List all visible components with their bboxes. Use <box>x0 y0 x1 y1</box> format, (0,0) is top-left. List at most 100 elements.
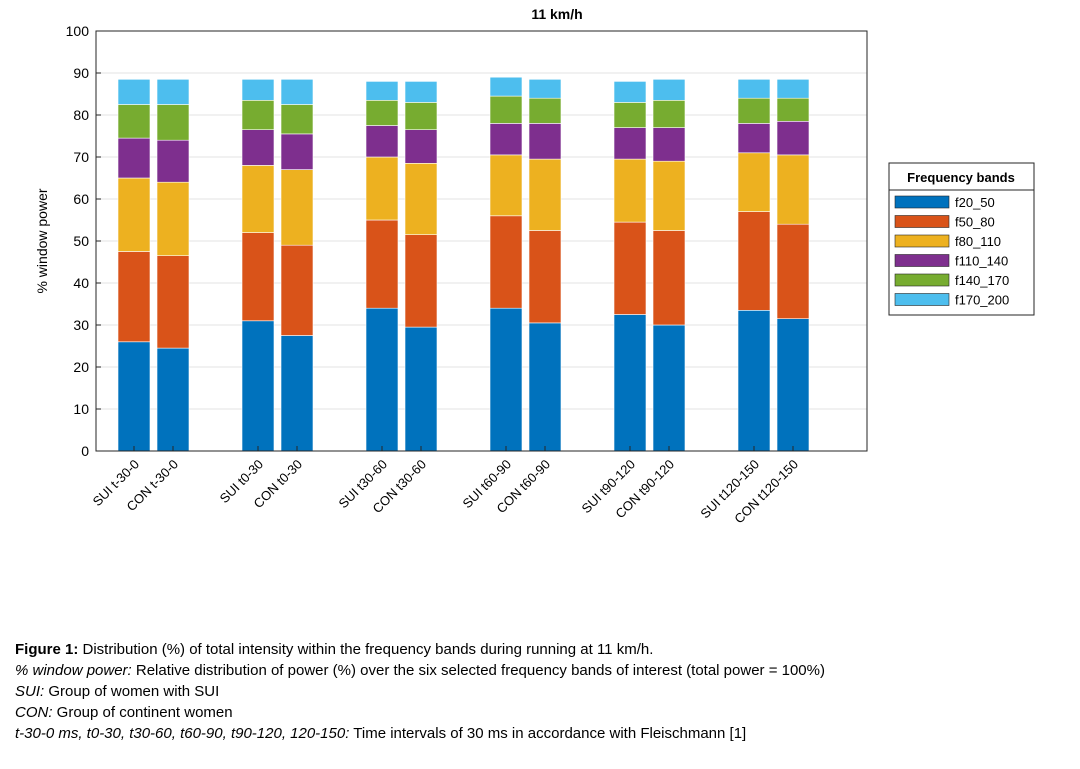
legend-label: f80_110 <box>955 234 1001 249</box>
intervals-text: Time intervals of 30 ms in accordance wi… <box>349 725 747 742</box>
bar-segment-f50-80 <box>489 215 523 309</box>
bar-segment-f110-140 <box>613 127 647 160</box>
caption-line-figure: Figure 1: Distribution (%) of total inte… <box>15 639 1075 660</box>
bar-segment-f110-140 <box>528 123 562 160</box>
y-tick-label: 60 <box>73 191 89 207</box>
legend-label: f170_200 <box>955 293 1009 308</box>
bar-segment-f50-80 <box>652 230 686 326</box>
bar-segment-f20-50 <box>652 324 686 452</box>
legend-label: f140_170 <box>955 273 1009 288</box>
caption-line-sui: SUI: Group of women with SUI <box>15 681 1075 702</box>
bar-segment-f20-50 <box>156 347 190 452</box>
bar-segment-f50-80 <box>365 219 399 309</box>
bar-segment-f170-200 <box>613 81 647 103</box>
figure-caption: Figure 1: Distribution (%) of total inte… <box>15 639 1075 744</box>
bar-segment-f110-140 <box>776 121 810 156</box>
bar-segment-f80-110 <box>613 158 647 223</box>
bar-segment-f20-50 <box>737 309 771 452</box>
bar-segment-f20-50 <box>365 307 399 452</box>
bar-segment-f110-140 <box>737 123 771 154</box>
legend-swatch <box>894 254 950 267</box>
caption-line-window-power: % window power: Relative distribution of… <box>15 660 1075 681</box>
legend-entries: f20_50 f50_80 f80_110 f110_140 f140_170 f170_… <box>894 195 1009 308</box>
legend-swatch <box>894 293 950 306</box>
legend: Frequency bands f20_50 f50_80 f80_110 f110_… <box>888 162 1035 316</box>
bar-segment-f170-200 <box>117 79 151 105</box>
bar-segment-f170-200 <box>528 79 562 99</box>
y-tick-label: 0 <box>81 443 89 459</box>
bar-segment-f140-170 <box>776 97 810 122</box>
y-axis-ticks: 0 10 20 30 40 50 60 70 80 90 100 <box>66 23 101 459</box>
legend-label: f50_80 <box>955 215 995 230</box>
sui-text: Group of women with SUI <box>44 683 220 700</box>
bar-segment-f80-110 <box>117 177 151 252</box>
bar-segment-f80-110 <box>404 163 438 236</box>
bar-segment-f170-200 <box>280 79 314 105</box>
bar-segment-f110-140 <box>489 123 523 156</box>
y-tick-label: 70 <box>73 149 89 165</box>
bar-segment-f20-50 <box>280 335 314 452</box>
bar-segment-f140-170 <box>528 97 562 124</box>
bar-segment-f50-80 <box>776 223 810 319</box>
y-axis-label: % window power <box>34 188 50 293</box>
bar-segment-f140-170 <box>613 102 647 128</box>
chart-title: 11 km/h <box>531 6 582 22</box>
bar-segment-f50-80 <box>241 232 275 322</box>
y-tick-label: 90 <box>73 65 89 81</box>
caption-line-con: CON: Group of continent women <box>15 702 1075 723</box>
bar-segment-f80-110 <box>365 156 399 221</box>
y-tick-label: 10 <box>73 401 89 417</box>
bar-segment-f170-200 <box>737 79 771 99</box>
bar-segment-f110-140 <box>404 129 438 164</box>
legend-swatch <box>894 273 950 287</box>
bar-segment-f50-80 <box>156 255 190 349</box>
sui-label: SUI: <box>15 683 45 700</box>
bar-segment-f140-170 <box>737 97 771 124</box>
bar-segment-f50-80 <box>613 221 647 315</box>
bar-segment-f140-170 <box>489 95 523 124</box>
bars <box>117 76 810 452</box>
bar-segment-f20-50 <box>489 307 523 452</box>
y-tick-label: 20 <box>73 359 89 375</box>
legend-swatch <box>894 195 950 209</box>
bar-segment-f140-170 <box>280 104 314 135</box>
bar-segment-f170-200 <box>365 81 399 101</box>
bar-segment-f140-170 <box>365 100 399 126</box>
legend-label: f110_140 <box>955 254 1008 269</box>
bar-segment-f80-110 <box>776 154 810 225</box>
legend-swatch <box>894 215 950 228</box>
caption-line-intervals: t-30-0 ms, t0-30, t30-60, t60-90, t90-12… <box>15 723 1075 744</box>
bar-segment-f170-200 <box>489 76 523 97</box>
figure-text: Distribution (%) of total intensity with… <box>78 641 654 658</box>
window-power-label: % window power: <box>15 662 132 679</box>
con-label: CON: <box>15 704 53 721</box>
y-tick-label: 40 <box>73 275 89 291</box>
bar-segment-f140-170 <box>156 104 190 141</box>
bar-segment-f110-140 <box>280 133 314 170</box>
intervals-label: t-30-0 ms, t0-30, t30-60, t60-90, t90-12… <box>15 725 350 742</box>
bar-segment-f50-80 <box>280 244 314 336</box>
bar-segment-f80-110 <box>280 169 314 246</box>
bar-segment-f170-200 <box>241 79 275 101</box>
bar-segment-f170-200 <box>156 79 190 105</box>
bar-segment-f170-200 <box>776 79 810 99</box>
bar-segment-f170-200 <box>404 81 438 103</box>
legend-label: f20_50 <box>955 195 995 210</box>
bar-segment-f170-200 <box>652 79 686 101</box>
bar-segment-f140-170 <box>241 100 275 131</box>
bar-segment-f20-50 <box>404 326 438 452</box>
y-tick-label: 100 <box>66 23 90 39</box>
bar-segment-f110-140 <box>241 129 275 166</box>
bar-segment-f20-50 <box>776 318 810 452</box>
bar-segment-f80-110 <box>156 181 190 256</box>
bar-segment-f80-110 <box>652 160 686 231</box>
bar-segment-f140-170 <box>652 100 686 128</box>
bar-segment-f50-80 <box>117 251 151 343</box>
bar-segment-f80-110 <box>241 165 275 233</box>
bar-segment-f20-50 <box>117 341 151 452</box>
con-text: Group of continent women <box>52 704 233 721</box>
bar-segment-f20-50 <box>613 314 647 452</box>
bar-segment-f110-140 <box>117 137 151 179</box>
